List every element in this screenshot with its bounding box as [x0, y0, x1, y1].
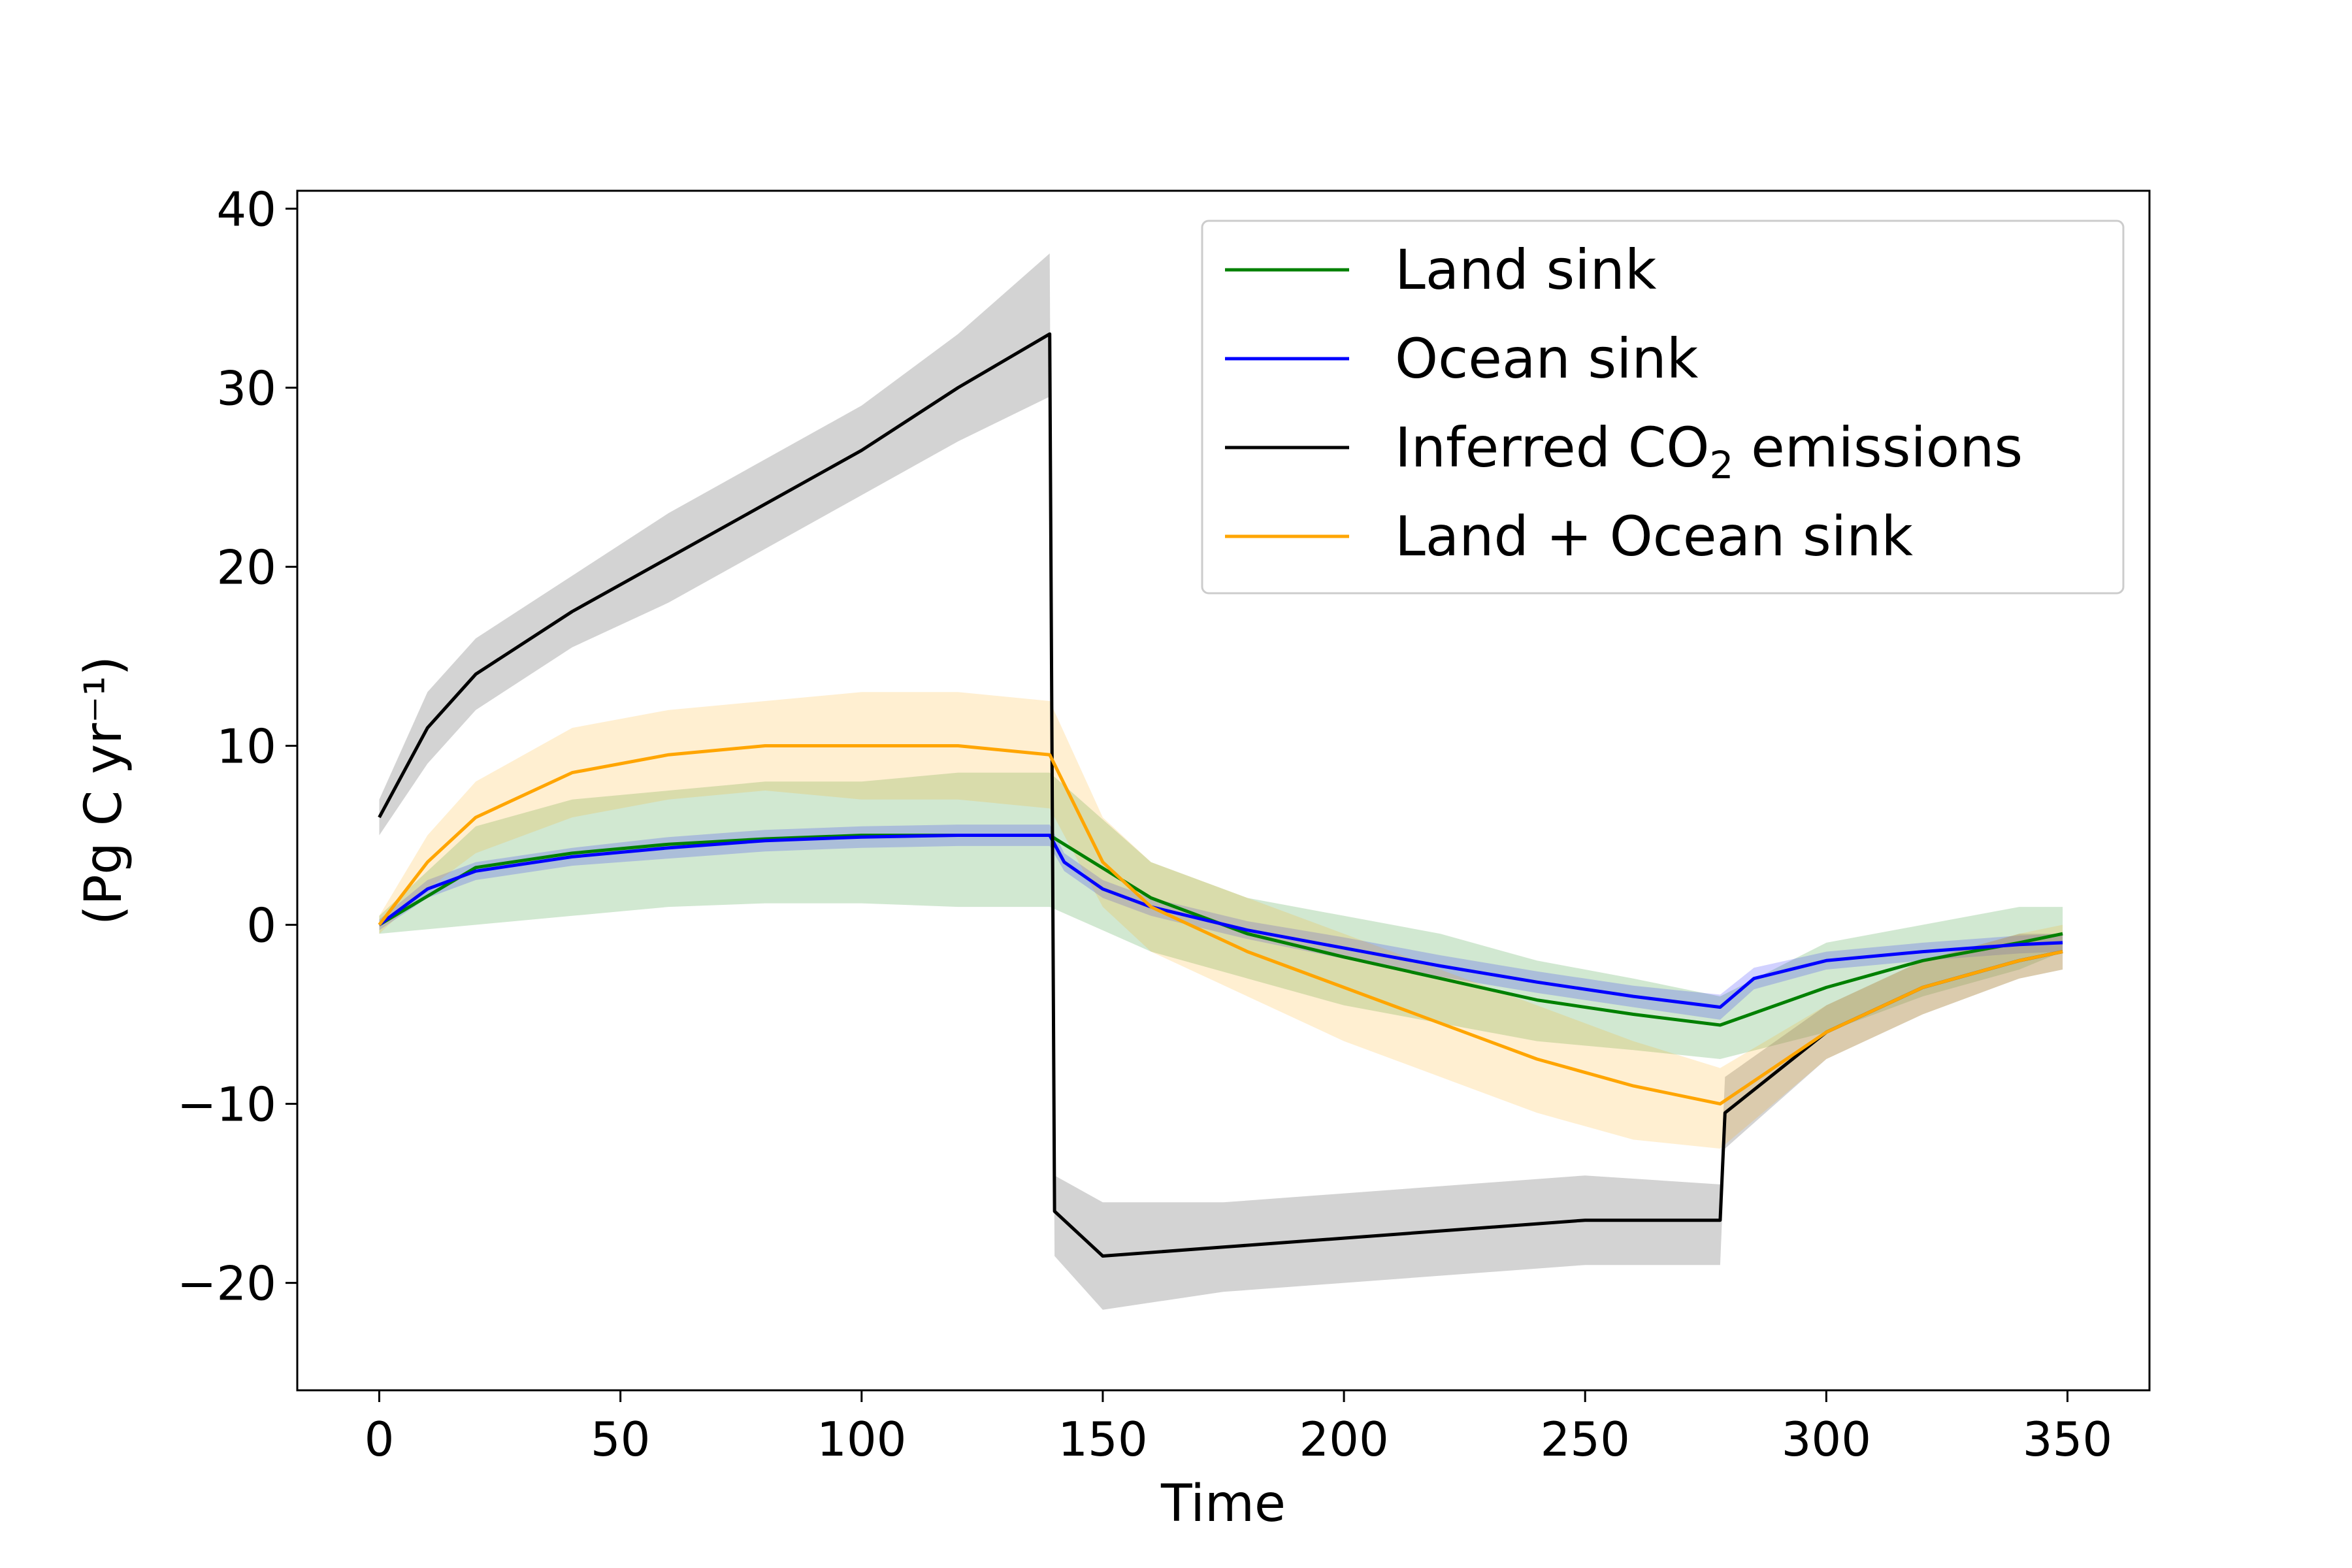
band-land-ocean-sink — [379, 692, 2063, 1149]
plot-frame — [296, 189, 2151, 1392]
y-tick-label: 0 — [246, 898, 276, 953]
y-axis: −20 −10 0 10 20 30 40 — [177, 182, 297, 1311]
y-tick-label: 30 — [216, 361, 276, 416]
x-tick-label: 100 — [817, 1412, 906, 1467]
x-tick-label: 300 — [1782, 1412, 1871, 1467]
line-land-sink — [378, 834, 2063, 1027]
legend-label-emissions-tail: emissions — [1733, 416, 2023, 480]
x-tick-label: 200 — [1299, 1412, 1388, 1467]
y-tick-label: 10 — [216, 719, 276, 774]
x-axis: 0 50 100 150 200 250 300 350 — [365, 1390, 2112, 1467]
legend-label-emissions-main: Inferred CO — [1395, 416, 1709, 480]
x-tick-label: 250 — [1540, 1412, 1629, 1467]
band-inferred-co-emissions — [379, 253, 2063, 1310]
legend-label-emissions: Inferred CO2 emissions — [1395, 416, 2023, 487]
x-tick-label: 150 — [1058, 1412, 1147, 1467]
legend-label-land-ocean-sink: Land + Ocean sink — [1395, 504, 1913, 568]
y-tick-label: −10 — [177, 1077, 276, 1132]
legend: Land sink Ocean sink Inferred CO2 emissi… — [1201, 220, 2125, 595]
line-land-ocean-sink — [378, 744, 2063, 1106]
legend-label-land-sink: Land sink — [1395, 238, 1657, 302]
legend-label-ocean-sink: Ocean sink — [1395, 327, 1699, 391]
x-axis-label: Time — [1160, 1475, 1286, 1533]
y-axis-label: (Pg C yr⁻¹) — [74, 656, 133, 925]
x-tick-label: 50 — [591, 1412, 651, 1467]
series-lines — [378, 332, 2063, 1258]
x-tick-label: 0 — [365, 1412, 395, 1467]
y-tick-label: 20 — [216, 540, 276, 595]
legend-label-emissions-sub: 2 — [1709, 443, 1733, 487]
y-tick-label: −20 — [177, 1256, 276, 1311]
x-tick-label: 350 — [2023, 1412, 2112, 1467]
line-inferred-co-emissions — [378, 332, 2063, 1258]
band-land-sink — [379, 772, 2063, 1059]
y-tick-label: 40 — [216, 182, 276, 237]
legend-box — [1201, 220, 2125, 595]
